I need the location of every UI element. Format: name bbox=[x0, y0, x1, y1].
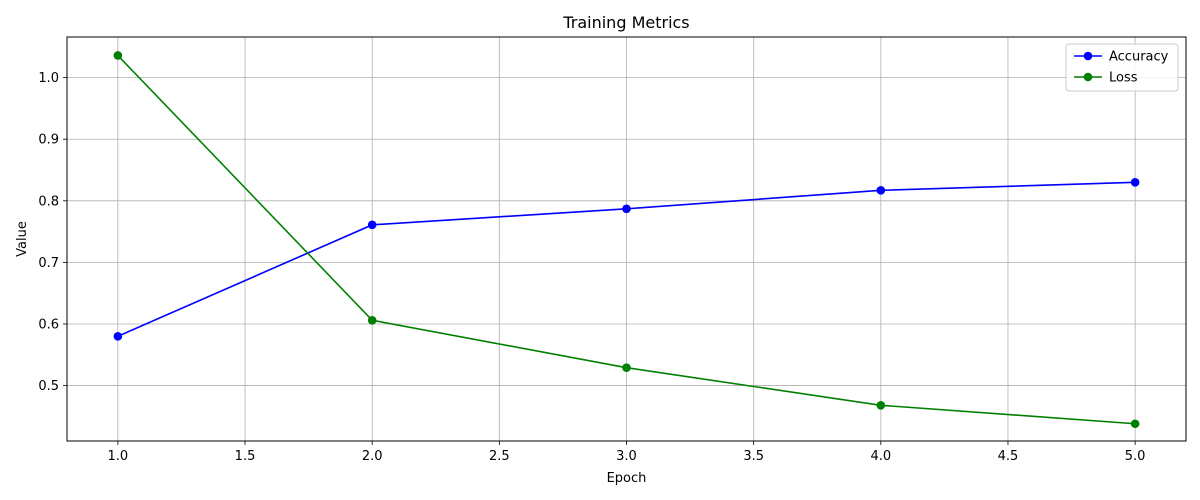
series-loss bbox=[113, 51, 1140, 429]
y-tick-label: 0.9 bbox=[38, 133, 59, 148]
x-tick-label: 1.0 bbox=[108, 449, 129, 464]
data-point bbox=[113, 51, 123, 60]
x-tick-label: 2.0 bbox=[362, 449, 383, 464]
data-point bbox=[622, 204, 631, 214]
legend-label: Loss bbox=[1109, 71, 1138, 86]
x-tick-label: 1.5 bbox=[235, 449, 256, 464]
series-layer bbox=[113, 51, 1140, 429]
legend: Accuracy Loss bbox=[1065, 43, 1179, 92]
data-point bbox=[622, 363, 631, 373]
x-tick-label: 5.0 bbox=[1125, 449, 1146, 464]
data-point bbox=[876, 186, 886, 195]
data-point bbox=[367, 220, 377, 230]
x-tick-label: 3.0 bbox=[616, 449, 637, 464]
legend-marker bbox=[1083, 72, 1093, 82]
ticks: 1.0 1.5 2.0 2.5 3.0 3.5 4.0 4.5 5.0 0.5 0.6 0.7 0.8 0… bbox=[38, 71, 1145, 464]
grid bbox=[67, 37, 1186, 441]
data-point bbox=[113, 332, 123, 341]
y-axis-label: Value bbox=[15, 221, 30, 257]
data-point bbox=[876, 400, 886, 410]
y-tick-label: 0.5 bbox=[38, 379, 59, 394]
legend-label: Accuracy bbox=[1109, 50, 1169, 65]
data-point bbox=[367, 315, 377, 325]
x-tick-label: 4.5 bbox=[998, 449, 1019, 464]
y-tick-label: 0.6 bbox=[38, 317, 59, 332]
chart-title: Training Metrics bbox=[562, 13, 689, 32]
y-tick-label: 0.7 bbox=[38, 256, 59, 271]
legend-marker bbox=[1083, 51, 1093, 61]
x-tick-label: 2.5 bbox=[489, 449, 510, 464]
data-point bbox=[1130, 178, 1140, 187]
legend-item-loss: Loss bbox=[1074, 71, 1138, 86]
series-accuracy bbox=[113, 178, 1140, 341]
data-point bbox=[1130, 419, 1140, 429]
y-tick-label: 0.8 bbox=[38, 194, 59, 209]
legend-item-accuracy: Accuracy bbox=[1074, 50, 1169, 65]
y-tick-label: 1.0 bbox=[38, 71, 59, 86]
x-axis-label: Epoch bbox=[607, 471, 647, 486]
x-tick-label: 4.0 bbox=[870, 449, 891, 464]
x-tick-label: 3.5 bbox=[743, 449, 764, 464]
